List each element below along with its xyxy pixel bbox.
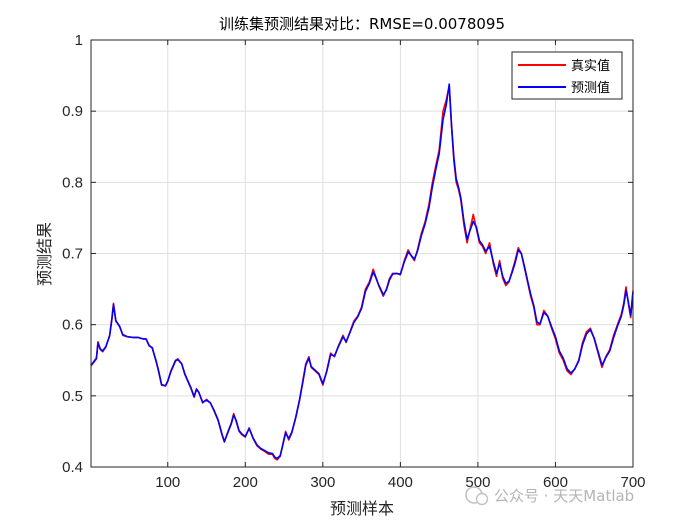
x-tick-label: 700 bbox=[620, 474, 645, 491]
y-tick-label: 0.8 bbox=[62, 174, 83, 191]
x-axis-label: 预测样本 bbox=[330, 499, 394, 518]
y-tick-label: 0.6 bbox=[62, 317, 83, 334]
legend-label-predicted: 预测值 bbox=[571, 80, 610, 96]
legend: 真实值 预测值 bbox=[511, 51, 623, 100]
y-tick-label: 0.4 bbox=[62, 459, 83, 476]
legend-box bbox=[511, 51, 623, 100]
series-layer bbox=[90, 83, 634, 461]
wechat-icon-bubble bbox=[475, 492, 489, 506]
y-tick-label: 0.9 bbox=[62, 103, 83, 120]
x-tick-labels: 100 200 300 400 500 600 700 bbox=[155, 474, 645, 491]
series-line-1 bbox=[90, 83, 634, 460]
y-tick-label: 1 bbox=[75, 32, 83, 49]
watermark-text: 公众号 · 天天Matlab bbox=[494, 487, 634, 505]
x-tick-label: 100 bbox=[155, 474, 180, 491]
y-tick-label: 0.7 bbox=[62, 246, 83, 263]
x-tick-label: 200 bbox=[233, 474, 258, 491]
ticks bbox=[91, 39, 634, 468]
x-tick-label: 600 bbox=[543, 474, 568, 491]
x-tick-label: 300 bbox=[310, 474, 335, 491]
x-tick-label: 400 bbox=[388, 474, 413, 491]
y-tick-label: 0.5 bbox=[62, 388, 83, 405]
y-axis-label: 预测结果 bbox=[35, 222, 54, 286]
chart-title: 训练集预测结果对比：RMSE=0.0078095 bbox=[219, 15, 505, 33]
legend-label-true: 真实值 bbox=[571, 58, 610, 74]
watermark: 公众号 · 天天Matlab bbox=[465, 486, 634, 506]
y-tick-labels: 0.4 0.5 0.6 0.7 0.8 0.9 1 bbox=[62, 32, 83, 476]
